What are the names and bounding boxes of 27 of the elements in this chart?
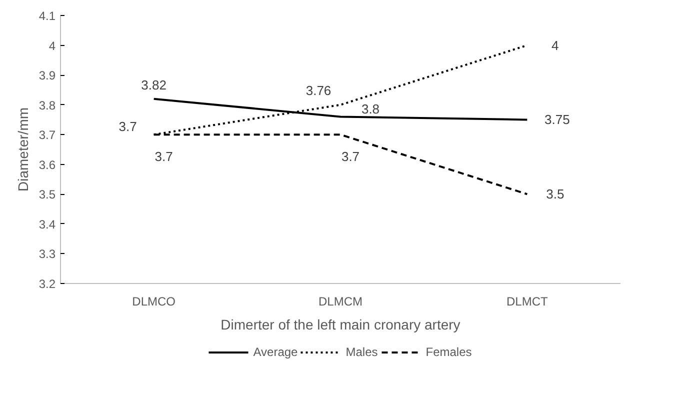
- data-label: 3.7: [118, 119, 137, 134]
- y-tick-label: 3.8: [38, 98, 56, 112]
- y-tick-label: 3.2: [38, 277, 56, 291]
- y-tick-label: 3.5: [38, 188, 56, 202]
- legend-label: Females: [426, 345, 472, 359]
- x-tick-label: DLMCM: [318, 294, 363, 308]
- y-tick-label: 3.7: [38, 128, 56, 142]
- y-tick-label: 4.1: [38, 9, 56, 23]
- y-tick-label: 4: [48, 38, 56, 53]
- y-tick-label: 3.4: [38, 217, 56, 232]
- y-tick-label: 3.6: [38, 158, 56, 172]
- data-label: 4: [552, 38, 559, 53]
- data-label: 3.76: [306, 83, 332, 98]
- x-axis-title: Dimerter of the left main cronary artery: [220, 316, 460, 332]
- data-label: 3.8: [361, 101, 380, 116]
- legend-label: Males: [346, 345, 378, 359]
- x-tick-label: DLMCO: [132, 294, 176, 308]
- y-tick-label: 3.3: [38, 247, 56, 262]
- data-label: 3.7: [154, 149, 173, 164]
- legend-label: Average: [253, 345, 298, 359]
- data-label: 3.5: [546, 186, 564, 202]
- data-label: 3.75: [544, 112, 570, 128]
- y-tick-label: 3.9: [38, 68, 56, 83]
- data-label: 3.7: [341, 149, 360, 164]
- x-tick-label: DLMCT: [506, 294, 549, 308]
- y-axis-title: Diameter/mm: [14, 107, 31, 192]
- data-label: 3.82: [141, 77, 166, 92]
